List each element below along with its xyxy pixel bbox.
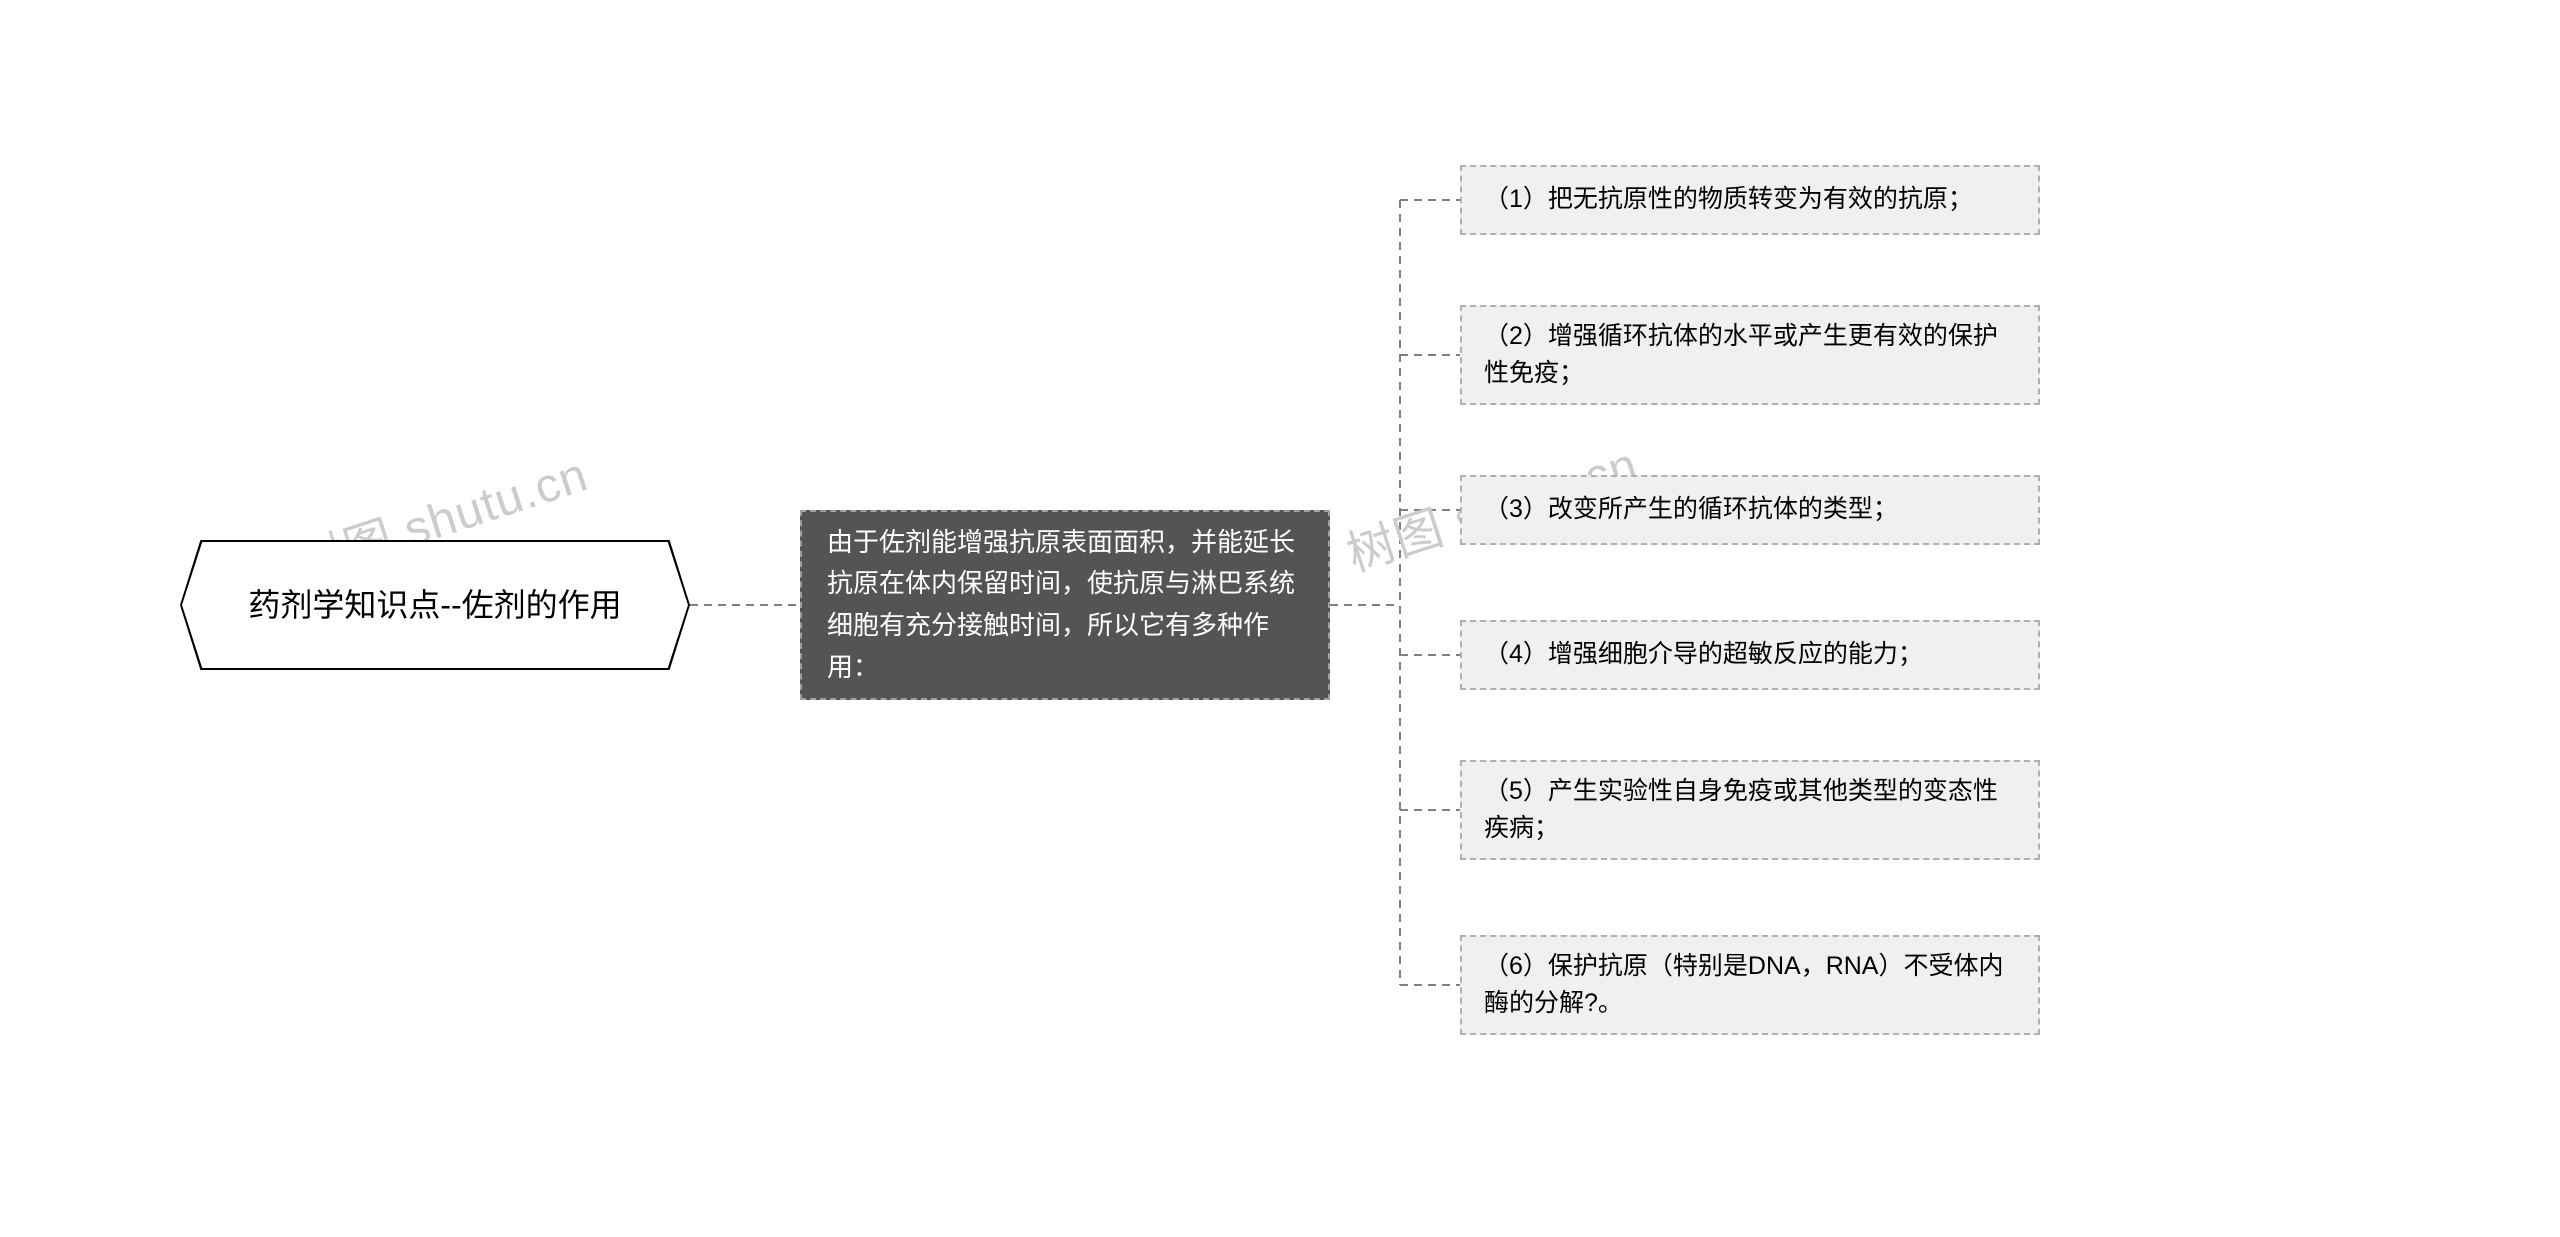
leaf-label: （1）把无抗原性的物质转变为有效的抗原； [1484, 181, 1973, 219]
mid-node: 由于佐剂能增强抗原表面面积，并能延长抗原在体内保留时间，使抗原与淋巴系统细胞有充… [800, 510, 1330, 700]
leaf-label: （3）改变所产生的循环抗体的类型； [1484, 491, 1898, 529]
root-node-label: 药剂学知识点--佐剂的作用 [182, 542, 688, 668]
leaf-node-2: （2）增强循环抗体的水平或产生更有效的保护性免疫； [1460, 305, 2040, 405]
leaf-label: （6）保护抗原（特别是DNA，RNA）不受体内酶的分解?。 [1484, 948, 2016, 1023]
mid-node-label: 由于佐剂能增强抗原表面面积，并能延长抗原在体内保留时间，使抗原与淋巴系统细胞有充… [827, 522, 1303, 688]
leaf-node-1: （1）把无抗原性的物质转变为有效的抗原； [1460, 165, 2040, 235]
leaf-node-6: （6）保护抗原（特别是DNA，RNA）不受体内酶的分解?。 [1460, 935, 2040, 1035]
leaf-node-5: （5）产生实验性自身免疫或其他类型的变态性疾病； [1460, 760, 2040, 860]
leaf-label: （2）增强循环抗体的水平或产生更有效的保护性免疫； [1484, 318, 2016, 393]
leaf-label: （4）增强细胞介导的超敏反应的能力； [1484, 636, 1923, 674]
leaf-label: （5）产生实验性自身免疫或其他类型的变态性疾病； [1484, 773, 2016, 848]
mindmap-container: 树图 shutu.cn 树图 shutu.cn 药剂学知识点--佐剂的作用 由于… [0, 0, 2560, 1237]
leaf-node-3: （3）改变所产生的循环抗体的类型； [1460, 475, 2040, 545]
leaf-node-4: （4）增强细胞介导的超敏反应的能力； [1460, 620, 2040, 690]
root-node: 药剂学知识点--佐剂的作用 [180, 540, 690, 670]
